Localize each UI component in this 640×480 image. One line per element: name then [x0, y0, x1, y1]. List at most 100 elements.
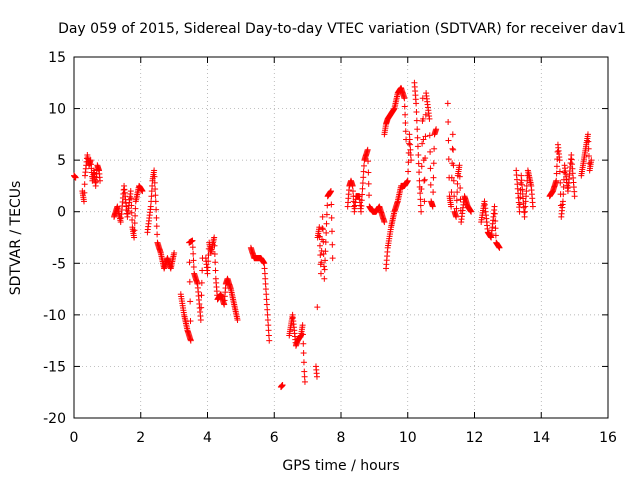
- data-point: [72, 174, 79, 181]
- data-point: [189, 237, 196, 244]
- data-point: [358, 208, 365, 215]
- data-point: [421, 177, 428, 184]
- x-tick-label: 2: [136, 430, 145, 446]
- data-point: [153, 223, 160, 230]
- data-point: [301, 373, 308, 380]
- data-point: [328, 228, 335, 235]
- data-point: [585, 138, 592, 145]
- data-point: [415, 160, 422, 167]
- data-point: [81, 189, 88, 196]
- data-point: [588, 157, 595, 164]
- data-point: [97, 177, 104, 184]
- data-point: [522, 198, 529, 205]
- data-point: [445, 137, 452, 144]
- data-point: [420, 136, 427, 143]
- data-point: [426, 115, 433, 122]
- data-point: [430, 174, 437, 181]
- data-point: [359, 185, 366, 192]
- data-point: [359, 191, 366, 198]
- data-point: [324, 202, 331, 209]
- data-point: [521, 213, 528, 220]
- data-point: [418, 208, 425, 215]
- data-point: [204, 264, 211, 271]
- data-point: [264, 311, 271, 318]
- data-point: [151, 167, 158, 174]
- data-point: [406, 136, 413, 143]
- data-point: [401, 95, 408, 102]
- x-tick-label: 10: [399, 430, 417, 446]
- data-point: [329, 241, 336, 248]
- data-point: [448, 189, 455, 196]
- data-point: [450, 177, 457, 184]
- y-tick-label: -20: [43, 411, 66, 427]
- y-tick-label: -10: [43, 308, 66, 324]
- data-point: [323, 211, 330, 218]
- data-point: [360, 168, 367, 175]
- data-point: [454, 180, 461, 187]
- data-point: [405, 168, 412, 175]
- data-point: [171, 249, 178, 256]
- data-point: [350, 188, 357, 195]
- data-point: [81, 198, 88, 205]
- data-point: [427, 181, 434, 188]
- data-point: [523, 188, 530, 195]
- data-point: [431, 145, 438, 152]
- data-point: [205, 258, 212, 265]
- data-point: [186, 259, 193, 266]
- data-point: [450, 146, 457, 153]
- data-point: [429, 203, 436, 210]
- data-point: [234, 317, 241, 324]
- data-point: [421, 198, 428, 205]
- data-point: [516, 201, 523, 208]
- data-point: [265, 332, 272, 339]
- data-point: [521, 208, 528, 215]
- data-point: [418, 186, 425, 193]
- data-point: [152, 192, 159, 199]
- data-point: [381, 219, 388, 226]
- data-point: [322, 239, 329, 246]
- data-point: [453, 213, 460, 220]
- x-tick-label: 16: [599, 430, 617, 446]
- data-point: [491, 210, 498, 217]
- data-point: [197, 317, 204, 324]
- data-point: [408, 157, 415, 164]
- data-point: [153, 206, 160, 213]
- data-point: [211, 234, 218, 241]
- data-point: [132, 212, 139, 219]
- data-point: [328, 214, 335, 221]
- data-point: [323, 229, 330, 236]
- data-point: [319, 225, 326, 232]
- data-point: [422, 155, 429, 162]
- data-point: [560, 191, 567, 198]
- data-point: [154, 231, 161, 238]
- data-point: [404, 177, 411, 184]
- data-point: [128, 195, 135, 202]
- data-point: [128, 209, 135, 216]
- data-point: [523, 193, 530, 200]
- data-point: [322, 257, 329, 264]
- data-point: [319, 226, 326, 233]
- data-point: [329, 255, 336, 262]
- data-point: [321, 266, 328, 273]
- data-point: [301, 378, 308, 385]
- data-point: [529, 203, 536, 210]
- data-point: [198, 304, 205, 311]
- data-point: [406, 131, 413, 138]
- data-point: [189, 244, 196, 251]
- data-point: [402, 120, 409, 127]
- x-tick-label: 14: [532, 430, 550, 446]
- data-point: [263, 296, 270, 303]
- data-point: [320, 263, 327, 270]
- data-point: [448, 174, 455, 181]
- data-point: [129, 216, 136, 223]
- data-point: [152, 198, 159, 205]
- data-point: [449, 131, 456, 138]
- data-point: [402, 128, 409, 135]
- data-point: [147, 203, 154, 210]
- data-point: [492, 232, 499, 239]
- data-point: [262, 286, 269, 293]
- data-point: [401, 103, 408, 110]
- data-point: [316, 224, 323, 231]
- data-point: [317, 252, 324, 259]
- y-tick-label: -15: [43, 359, 66, 375]
